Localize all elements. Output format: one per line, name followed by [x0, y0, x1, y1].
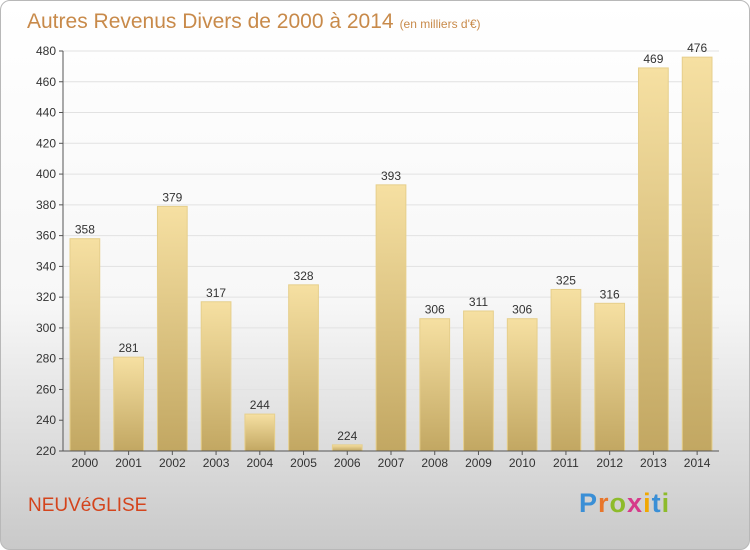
- bar-value-label: 476: [687, 41, 707, 55]
- bar-value-label: 281: [119, 341, 139, 355]
- bar-value-label: 316: [600, 287, 620, 301]
- bar: [463, 310, 494, 452]
- bar: [419, 318, 451, 452]
- y-tick-label: 340: [36, 259, 56, 273]
- bar: [156, 205, 188, 452]
- chart-title: Autres Revenus Divers de 2000 à 2014 (en …: [27, 10, 481, 34]
- bar: [69, 238, 101, 452]
- bar-value-label: 317: [206, 286, 226, 300]
- y-tick-label: 320: [36, 290, 56, 304]
- x-tick-label: 2010: [509, 456, 536, 470]
- bar: [550, 288, 582, 452]
- logo-letter: x: [627, 488, 644, 518]
- y-tick-label: 480: [36, 44, 56, 58]
- bar: [594, 302, 626, 452]
- bar: [638, 67, 669, 452]
- logo-letter: i: [661, 488, 671, 518]
- bar: [113, 356, 144, 452]
- bar: [331, 444, 363, 452]
- bar-value-label: 393: [381, 169, 401, 183]
- chart-unit: (en milliers d'€): [399, 17, 481, 31]
- bar: [681, 56, 713, 452]
- x-tick-label: 2001: [115, 456, 142, 470]
- x-tick-label: 2014: [684, 456, 711, 470]
- y-tick-label: 400: [36, 167, 56, 181]
- y-tick-label: 240: [36, 413, 56, 427]
- y-tick-label: 460: [36, 75, 56, 89]
- bar-value-label: 311: [469, 295, 488, 309]
- y-tick-label: 260: [36, 382, 56, 396]
- y-tick-label: 440: [36, 106, 56, 120]
- x-tick-label: 2011: [553, 456, 579, 470]
- axes: 220 240 260 280 300 320 340 360 380 400 420 440 460 4…: [36, 44, 719, 470]
- chart-title-text: Autres Revenus Divers de 2000 à 2014: [27, 10, 394, 33]
- x-tick-label: 2003: [203, 456, 230, 470]
- bars: 358 281 379 317 244 328 224 393 306 311 306 325 316 4…: [69, 41, 713, 452]
- logo-letter: o: [609, 488, 628, 518]
- bar: [200, 301, 232, 452]
- x-tick-label: 2000: [72, 456, 99, 470]
- x-tick-label: 2012: [596, 456, 623, 470]
- bar: [506, 318, 538, 452]
- bar-value-label: 469: [643, 52, 663, 66]
- commune-name: NEUVéGLISE: [28, 495, 148, 516]
- x-tick-label: 2006: [334, 456, 361, 470]
- x-tick-label: 2004: [246, 456, 273, 470]
- bar-value-label: 379: [162, 190, 182, 204]
- bar-value-label: 244: [250, 398, 270, 412]
- x-tick-label: 2005: [290, 456, 317, 470]
- bar-value-label: 224: [337, 429, 357, 443]
- logo-letter: r: [598, 488, 610, 518]
- bar-value-label: 306: [512, 303, 532, 317]
- proxiti-logo: Proxiti: [579, 488, 670, 519]
- bar-value-label: 328: [294, 269, 314, 283]
- bar: [288, 284, 319, 452]
- y-tick-label: 280: [36, 352, 56, 366]
- bar-value-label: 306: [425, 303, 445, 317]
- logo-letter: P: [579, 488, 599, 518]
- x-tick-label: 2002: [159, 456, 186, 470]
- y-tick-label: 360: [36, 229, 56, 243]
- bar-value-label: 325: [556, 273, 576, 287]
- bar: [375, 184, 407, 452]
- logo-letter: i: [643, 488, 652, 518]
- bar-value-label: 358: [75, 223, 95, 237]
- logo-letter: t: [651, 488, 662, 518]
- y-tick-label: 220: [36, 444, 56, 458]
- x-tick-label: 2009: [465, 456, 492, 470]
- y-tick-label: 300: [36, 321, 56, 335]
- x-tick-label: 2008: [421, 456, 448, 470]
- y-tick-label: 380: [36, 198, 56, 212]
- x-tick-label: 2013: [640, 456, 667, 470]
- bar: [244, 413, 276, 452]
- x-tick-label: 2007: [378, 456, 405, 470]
- y-tick-label: 420: [36, 136, 56, 150]
